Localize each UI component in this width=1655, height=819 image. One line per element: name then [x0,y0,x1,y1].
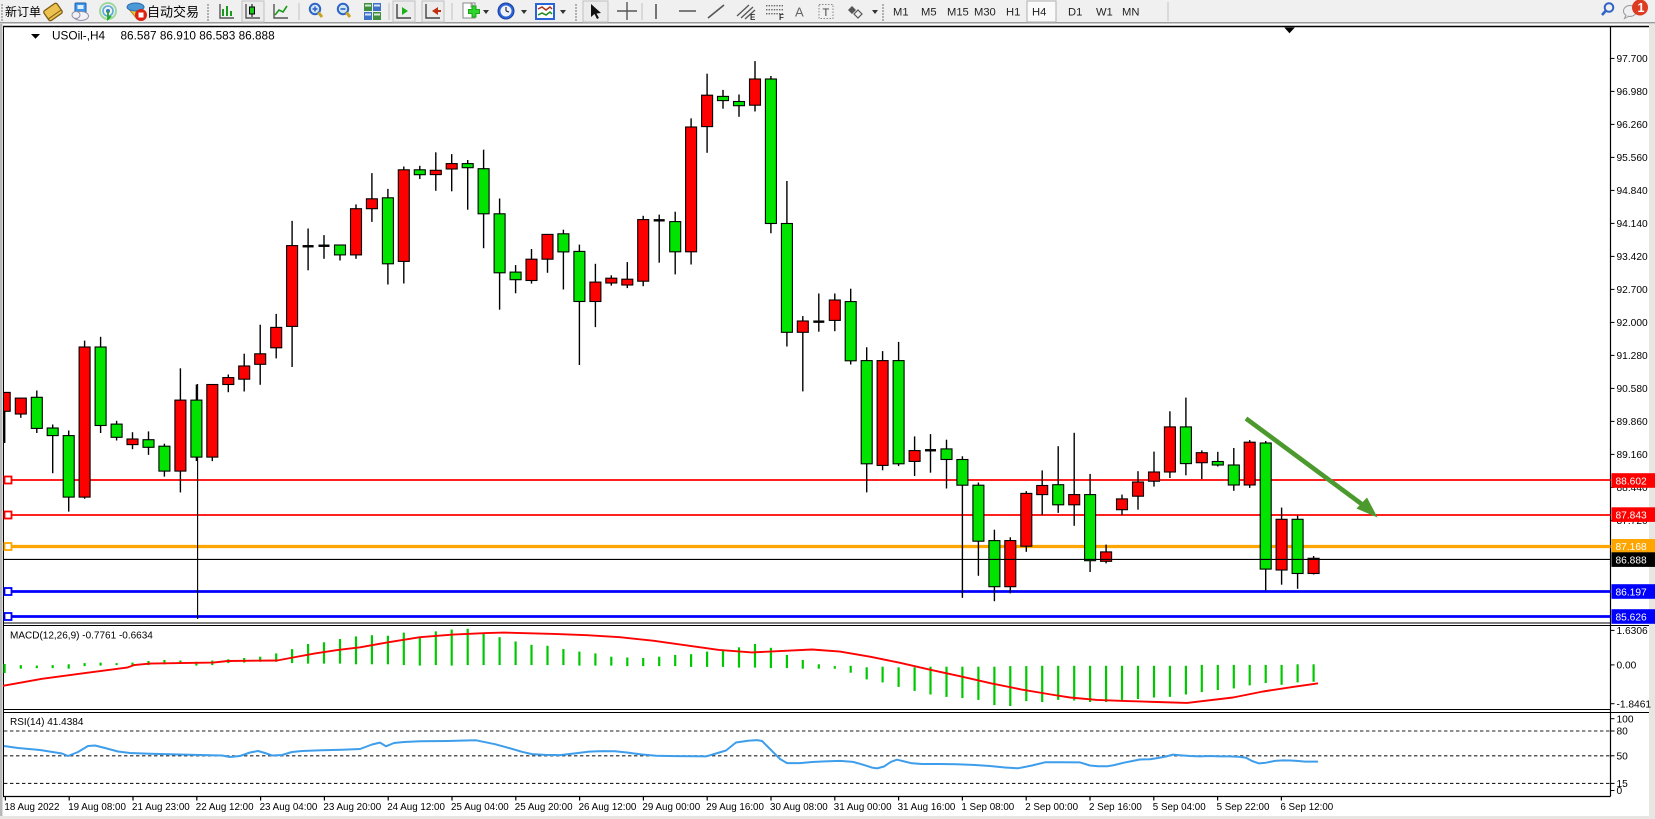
svg-text:92.700: 92.700 [1617,285,1648,296]
svg-text:90.580: 90.580 [1617,384,1648,395]
svg-text:95.560: 95.560 [1617,153,1648,164]
svg-text:M15: M15 [947,7,969,19]
svg-text:85.626: 85.626 [1616,612,1647,623]
svg-text:25 Aug 04:00: 25 Aug 04:00 [451,802,509,813]
svg-text:29 Aug 00:00: 29 Aug 00:00 [642,802,700,813]
svg-text:W1: W1 [1096,7,1113,19]
svg-text:97.700: 97.700 [1617,54,1648,65]
svg-text:91.280: 91.280 [1617,351,1648,362]
svg-text:80: 80 [1617,727,1629,738]
svg-text:92.000: 92.000 [1617,318,1648,329]
svg-text:31 Aug 16:00: 31 Aug 16:00 [898,802,956,813]
svg-text:24 Aug 12:00: 24 Aug 12:00 [387,802,445,813]
svg-text:18 Aug 2022: 18 Aug 2022 [4,802,59,813]
svg-text:1: 1 [1638,1,1645,15]
svg-text:1 Sep 08:00: 1 Sep 08:00 [961,802,1014,813]
svg-text:1.6306: 1.6306 [1617,626,1648,637]
svg-text:15: 15 [1617,779,1629,790]
svg-text:MN: MN [1122,7,1139,19]
svg-text:100: 100 [1617,714,1634,725]
svg-text:23 Aug 20:00: 23 Aug 20:00 [323,802,381,813]
svg-text:0: 0 [1617,786,1623,797]
svg-text:96.260: 96.260 [1617,120,1648,131]
svg-text:96.980: 96.980 [1617,87,1648,98]
svg-text:22 Aug 12:00: 22 Aug 12:00 [196,802,254,813]
svg-text:23 Aug 04:00: 23 Aug 04:00 [260,802,318,813]
svg-text:USOil-,H4: USOil-,H4 [52,29,106,43]
svg-text:0.00: 0.00 [1617,661,1637,672]
svg-text:5 Sep 04:00: 5 Sep 04:00 [1153,802,1206,813]
svg-text:-1.8461: -1.8461 [1617,699,1652,710]
svg-text:M1: M1 [893,7,909,19]
svg-text:88.440: 88.440 [1617,483,1648,494]
svg-text:H1: H1 [1006,7,1020,19]
svg-text:D1: D1 [1068,7,1082,19]
svg-text:2 Sep 16:00: 2 Sep 16:00 [1089,802,1142,813]
svg-text:89.860: 89.860 [1617,417,1648,428]
svg-text:RSI(14) 41.4384: RSI(14) 41.4384 [10,717,84,728]
svg-text:86.197: 86.197 [1616,587,1647,598]
svg-text:6 Sep 12:00: 6 Sep 12:00 [1280,802,1333,813]
svg-text:A: A [795,5,804,20]
svg-text:86.888: 86.888 [1616,555,1647,566]
svg-text:新订单: 新订单 [5,4,41,19]
svg-text:50: 50 [1617,752,1629,763]
svg-text:25 Aug 20:00: 25 Aug 20:00 [515,802,573,813]
svg-text:19 Aug 08:00: 19 Aug 08:00 [68,802,126,813]
svg-text:E: E [750,13,756,22]
svg-text:86.587 86.910 86.583 86.888: 86.587 86.910 86.583 86.888 [121,29,276,43]
svg-text:MACD(12,26,9) -0.7761 -0.6634: MACD(12,26,9) -0.7761 -0.6634 [10,631,153,642]
svg-text:H4: H4 [1032,7,1046,19]
svg-text:87.843: 87.843 [1616,510,1647,521]
svg-text:31 Aug 00:00: 31 Aug 00:00 [834,802,892,813]
svg-text:29 Aug 16:00: 29 Aug 16:00 [706,802,764,813]
svg-text:T: T [823,7,830,19]
svg-text:2 Sep 00:00: 2 Sep 00:00 [1025,802,1078,813]
svg-text:88.602: 88.602 [1616,476,1647,487]
svg-text:94.840: 94.840 [1617,186,1648,197]
svg-text:30 Aug 08:00: 30 Aug 08:00 [770,802,828,813]
svg-text:F: F [779,13,784,22]
svg-text:M5: M5 [921,7,937,19]
svg-text:93.420: 93.420 [1617,252,1648,263]
svg-text:5 Sep 22:00: 5 Sep 22:00 [1217,802,1270,813]
svg-text:94.140: 94.140 [1617,219,1648,230]
svg-text:自动交易: 自动交易 [147,5,199,20]
svg-text:87.168: 87.168 [1616,542,1647,553]
svg-text:26 Aug 12:00: 26 Aug 12:00 [579,802,637,813]
svg-text:M30: M30 [974,7,996,19]
svg-text:21 Aug 23:00: 21 Aug 23:00 [132,802,190,813]
svg-text:89.160: 89.160 [1617,450,1648,461]
